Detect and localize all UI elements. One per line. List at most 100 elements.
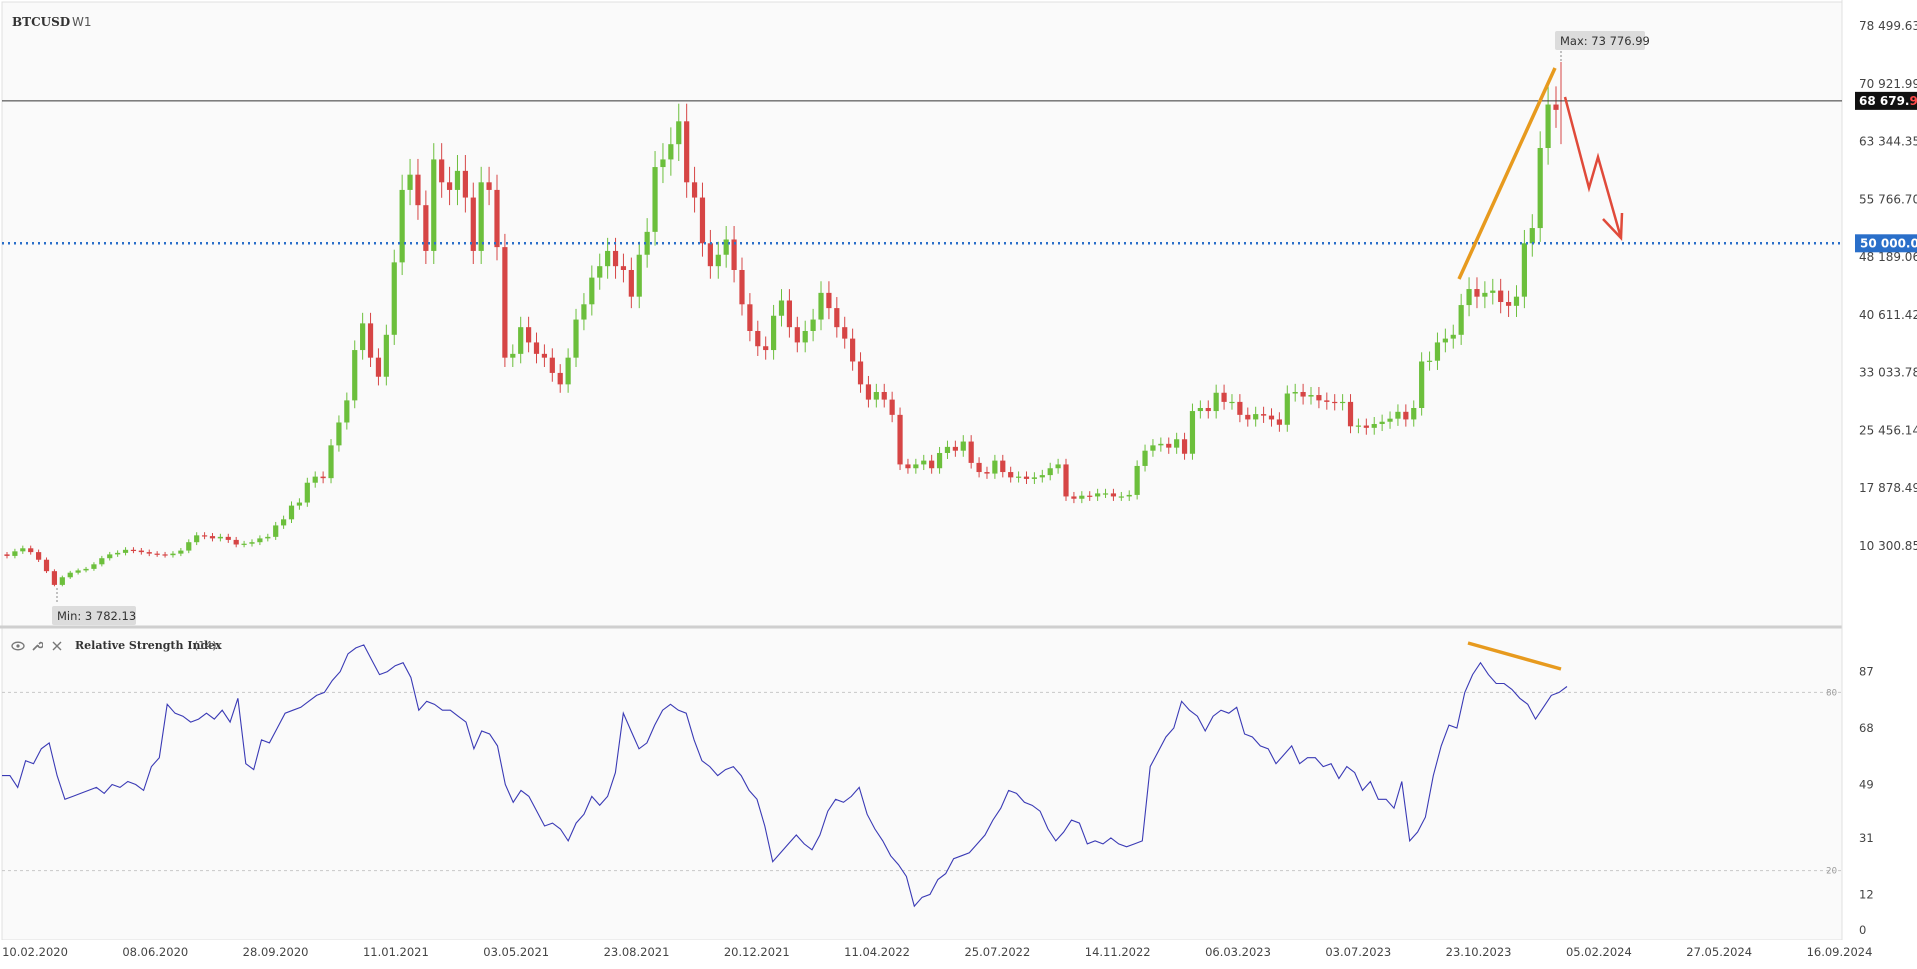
candle [668, 127, 674, 176]
candle [960, 435, 966, 457]
candle [763, 336, 769, 360]
candle [873, 383, 879, 408]
candle-body [130, 549, 137, 552]
candle [597, 253, 603, 290]
candle-body [1221, 392, 1227, 402]
y-axis-ticks: 78 499.63 70 921.99 63 344.35 55 766.70 48 1… [1859, 19, 1917, 553]
candle-body [91, 564, 97, 569]
candle [676, 103, 682, 161]
y-tick-label: 25 456.14 [1859, 423, 1917, 437]
x-tick-label: 28.09.2020 [243, 945, 309, 959]
candle-body [1197, 407, 1203, 412]
rsi-panel[interactable] [1, 627, 1843, 941]
candle-body [265, 536, 271, 539]
wrench-icon[interactable] [29, 638, 45, 654]
close-icon[interactable] [49, 638, 65, 654]
main-panel[interactable] [1, 1, 1843, 627]
rsi-level-label: 20 [1826, 867, 1837, 877]
candle [336, 415, 342, 452]
rsi-tick-label: 31 [1859, 831, 1874, 845]
candle-body [605, 250, 611, 267]
candle [778, 289, 785, 327]
candle [43, 557, 50, 574]
candle-body [1023, 476, 1030, 479]
candle-body [873, 391, 879, 400]
candle [1166, 437, 1172, 454]
candle [1434, 332, 1441, 370]
candle-body [1521, 243, 1527, 297]
candle [549, 348, 555, 382]
candle [1442, 328, 1448, 353]
candle-body [1245, 414, 1251, 420]
candle-body [399, 189, 405, 263]
candle-body [1000, 460, 1006, 473]
x-axis-ticks: 10.02.2020 08.06.2020 28.09.2020 11.01.2021… [2, 945, 1872, 959]
candle [612, 237, 619, 279]
red-arrow-head [1602, 212, 1624, 242]
candle-body [1205, 407, 1211, 412]
candle [304, 477, 310, 507]
candle [217, 533, 223, 542]
candle [921, 454, 927, 471]
candle [122, 547, 129, 556]
candle-body [597, 266, 603, 278]
candle-body [747, 304, 753, 331]
candle-body [770, 315, 777, 351]
symbol-label: BTCUSD [12, 15, 71, 29]
candle-body [1529, 228, 1535, 244]
candle [75, 568, 81, 575]
candle-body [1071, 496, 1077, 499]
y-tick-label: 48 189.06 [1859, 250, 1917, 264]
candle [1110, 488, 1117, 501]
candle-body [1189, 411, 1196, 454]
candle-body [28, 548, 34, 553]
candle [1055, 458, 1061, 474]
candle [1087, 491, 1093, 501]
candle [1079, 491, 1085, 504]
candle-body [344, 400, 350, 423]
candle-body [984, 472, 990, 474]
candle [241, 540, 247, 548]
candle-body [897, 414, 903, 465]
candle [178, 547, 184, 557]
candle-body [352, 350, 358, 401]
candle-body [865, 384, 872, 400]
candle-body [612, 250, 619, 267]
candle [115, 550, 121, 557]
candle [755, 320, 761, 356]
x-tick-label: 10.02.2020 [2, 945, 68, 959]
candle [1308, 387, 1314, 405]
candle [541, 344, 548, 368]
red-projection-arrow[interactable] [1563, 96, 1623, 239]
candle-body [992, 460, 998, 474]
candle-body [968, 441, 974, 463]
candle-body [557, 372, 563, 385]
candle [944, 440, 951, 459]
candle-body [810, 319, 816, 331]
candle [810, 308, 816, 342]
candle [1150, 439, 1156, 457]
candle [407, 158, 413, 206]
candle [1284, 385, 1290, 432]
candle-body [850, 338, 856, 362]
candle [265, 533, 271, 542]
candle [233, 536, 239, 548]
y-axis-area[interactable] [1842, 0, 1917, 969]
candle [391, 249, 397, 345]
candle-body [375, 357, 382, 377]
candle [573, 308, 579, 368]
candle [1071, 491, 1077, 504]
candle-body [1411, 407, 1417, 420]
orange-trendline-rsi[interactable] [1467, 641, 1562, 671]
candle [605, 237, 611, 279]
candle [976, 457, 982, 478]
current-price-tag: 68 679.99 [1855, 91, 1917, 110]
candle-body [1513, 296, 1520, 306]
eye-icon[interactable] [10, 638, 26, 654]
x-tick-label: 16.09.2024 [1807, 945, 1873, 959]
candle-body [1537, 147, 1543, 229]
orange-trendline-price[interactable] [1457, 67, 1557, 280]
candle-body [644, 231, 650, 255]
x-axis-area[interactable] [0, 940, 1842, 969]
